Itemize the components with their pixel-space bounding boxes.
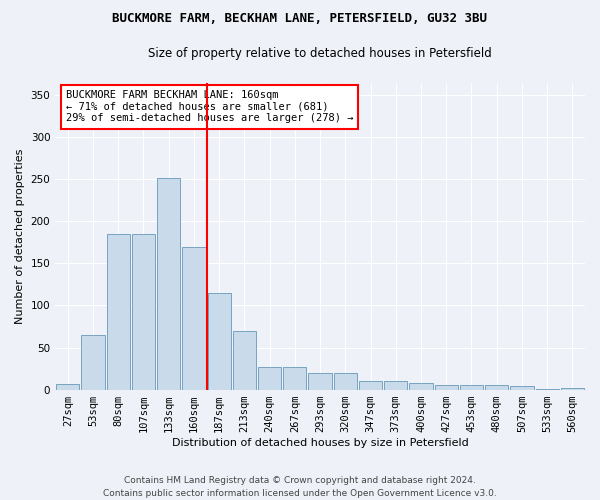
Text: BUCKMORE FARM BECKHAM LANE: 160sqm
← 71% of detached houses are smaller (681)
29: BUCKMORE FARM BECKHAM LANE: 160sqm ← 71%…	[66, 90, 353, 124]
Bar	[460, 386, 483, 390]
Bar	[485, 386, 508, 390]
Text: Contains HM Land Registry data © Crown copyright and database right 2024.
Contai: Contains HM Land Registry data © Crown c…	[103, 476, 497, 498]
Bar	[434, 386, 458, 390]
Bar	[334, 373, 357, 390]
Bar	[511, 386, 533, 390]
Bar	[409, 383, 433, 390]
Y-axis label: Number of detached properties: Number of detached properties	[15, 148, 25, 324]
Bar	[308, 373, 332, 390]
Bar	[233, 330, 256, 390]
Text: BUCKMORE FARM, BECKHAM LANE, PETERSFIELD, GU32 3BU: BUCKMORE FARM, BECKHAM LANE, PETERSFIELD…	[113, 12, 487, 26]
Bar	[561, 388, 584, 390]
Bar	[359, 381, 382, 390]
Bar	[182, 246, 206, 390]
Bar	[107, 234, 130, 390]
Bar	[283, 367, 307, 390]
Bar	[536, 388, 559, 390]
Bar	[132, 234, 155, 390]
Bar	[56, 384, 79, 390]
Bar	[82, 335, 104, 390]
Title: Size of property relative to detached houses in Petersfield: Size of property relative to detached ho…	[148, 48, 492, 60]
Bar	[384, 381, 407, 390]
Bar	[157, 178, 181, 390]
X-axis label: Distribution of detached houses by size in Petersfield: Distribution of detached houses by size …	[172, 438, 469, 448]
Bar	[208, 293, 231, 390]
Bar	[258, 367, 281, 390]
